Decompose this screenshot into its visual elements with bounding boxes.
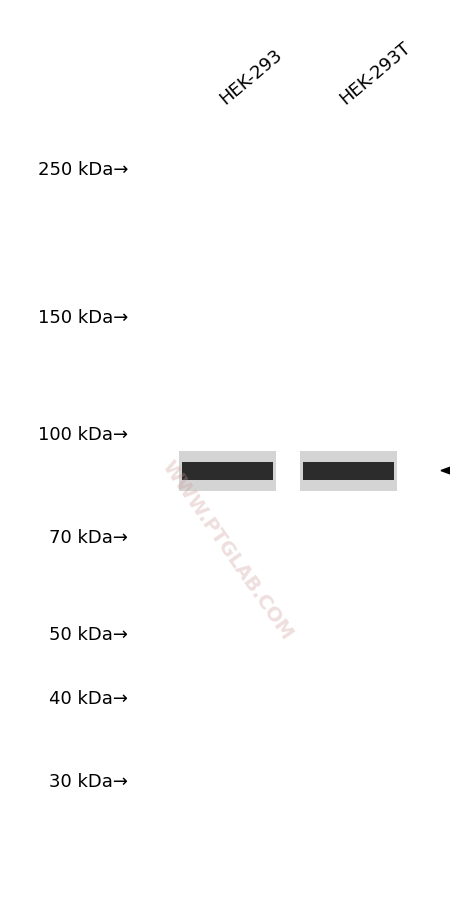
Bar bbox=[300, 452, 396, 492]
Text: 150 kDa→: 150 kDa→ bbox=[38, 308, 128, 327]
Text: 40 kDa→: 40 kDa→ bbox=[49, 689, 128, 707]
Text: WWW.PTGLAB.COM: WWW.PTGLAB.COM bbox=[158, 457, 297, 643]
Text: 100 kDa→: 100 kDa→ bbox=[38, 425, 128, 443]
Text: 250 kDa→: 250 kDa→ bbox=[38, 161, 128, 179]
Text: 70 kDa→: 70 kDa→ bbox=[49, 528, 128, 546]
Text: 30 kDa→: 30 kDa→ bbox=[49, 772, 128, 790]
Text: HEK-293: HEK-293 bbox=[216, 46, 286, 108]
Bar bbox=[303, 462, 393, 480]
Text: 50 kDa→: 50 kDa→ bbox=[49, 625, 128, 643]
Bar bbox=[183, 462, 273, 480]
Text: HEK-293T: HEK-293T bbox=[337, 39, 415, 108]
Bar bbox=[180, 452, 276, 492]
